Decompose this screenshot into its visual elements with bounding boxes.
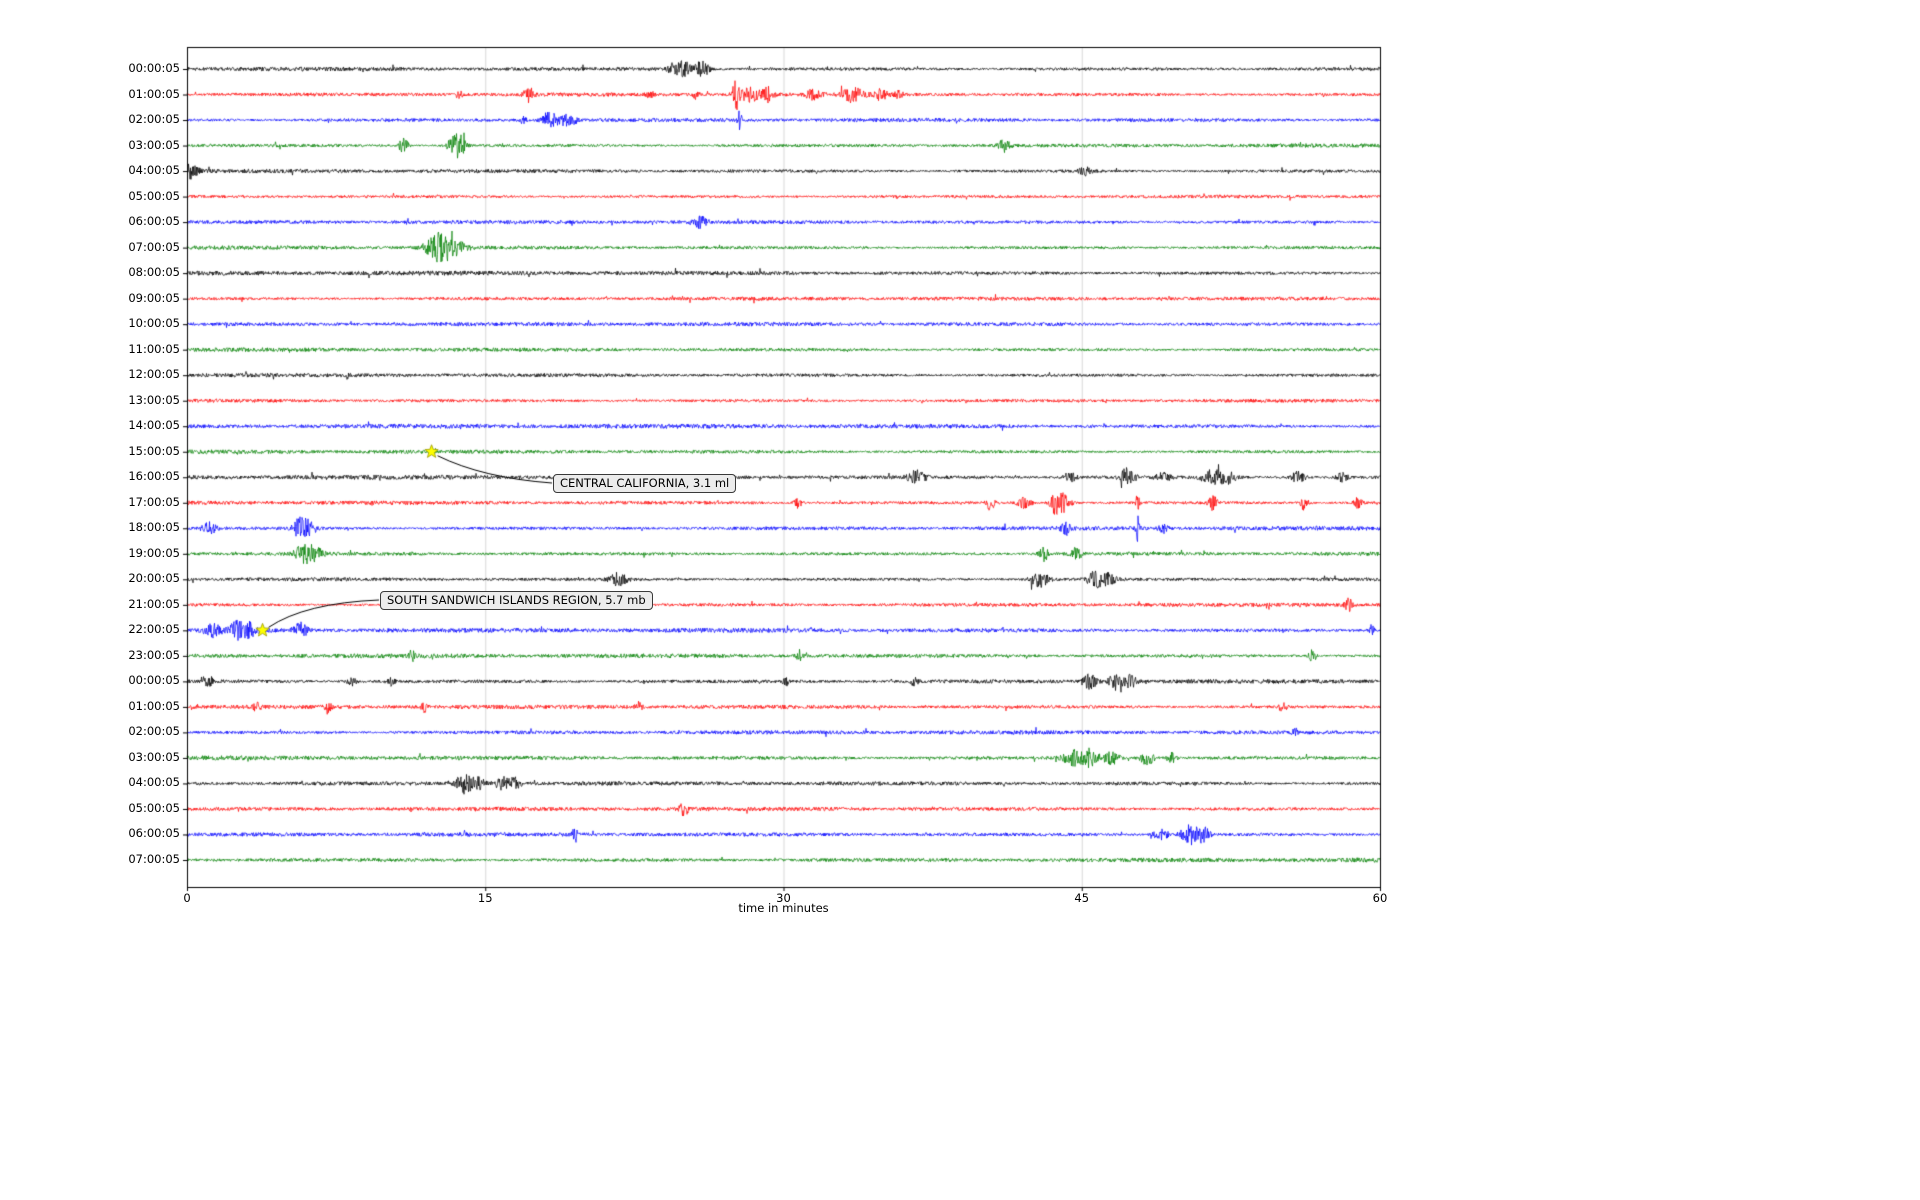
event-annotation-south-sandwich: SOUTH SANDWICH ISLANDS REGION, 5.7 mb — [380, 591, 653, 610]
y-tick-label: 03:00:05 — [128, 137, 180, 152]
x-tick-label: 45 — [1074, 891, 1090, 905]
y-tick-label: 00:00:05 — [128, 673, 180, 688]
y-tick-label: 00:00:05 — [128, 61, 180, 75]
y-tick-label: 22:00:05 — [128, 622, 180, 637]
y-tick-label: 19:00:05 — [128, 545, 180, 560]
y-tick-label: 05:00:05 — [128, 800, 180, 815]
x-tick-label: 0 — [183, 891, 191, 905]
y-tick-label: 06:00:05 — [128, 214, 180, 229]
y-tick-label: 01:00:05 — [128, 698, 180, 713]
y-tick-label: 13:00:05 — [128, 392, 180, 407]
y-tick-label: 02:00:05 — [128, 724, 180, 739]
y-tick-label: 18:00:05 — [128, 520, 180, 535]
y-tick-label: 10:00:05 — [128, 316, 180, 331]
y-tick-label: 08:00:05 — [128, 265, 180, 280]
y-tick-label: 09:00:05 — [128, 290, 180, 305]
y-tick-label: 11:00:05 — [128, 341, 180, 356]
y-tick-label: 02:00:05 — [128, 112, 180, 127]
y-tick-label: 21:00:05 — [128, 596, 180, 611]
x-tick-label: 15 — [477, 891, 493, 905]
y-tick-label: 14:00:05 — [128, 418, 180, 433]
y-tick-label: 07:00:05 — [128, 239, 180, 254]
event-annotation-central-california: CENTRAL CALIFORNIA, 3.1 ml — [553, 474, 737, 493]
x-axis-title: time in minutes — [738, 901, 829, 915]
y-tick-label: 06:00:05 — [128, 826, 180, 841]
y-tick-label: 12:00:05 — [128, 367, 180, 382]
y-tick-label: 23:00:05 — [128, 647, 180, 662]
y-tick-label: 05:00:05 — [128, 188, 180, 203]
y-tick-label: 07:00:05 — [128, 852, 180, 866]
y-tick-label: 03:00:05 — [128, 749, 180, 764]
y-tick-label: 01:00:05 — [128, 86, 180, 101]
y-tick-label: 20:00:05 — [128, 571, 180, 586]
y-tick-label: 16:00:05 — [128, 469, 180, 484]
x-tick-label: 30 — [776, 891, 791, 905]
y-tick-label: 04:00:05 — [128, 775, 180, 790]
y-tick-label: 15:00:05 — [128, 443, 180, 458]
y-tick-label: 04:00:05 — [128, 163, 180, 178]
y-tick-label: 17:00:05 — [128, 494, 180, 509]
x-tick-label: 60 — [1372, 891, 1388, 905]
